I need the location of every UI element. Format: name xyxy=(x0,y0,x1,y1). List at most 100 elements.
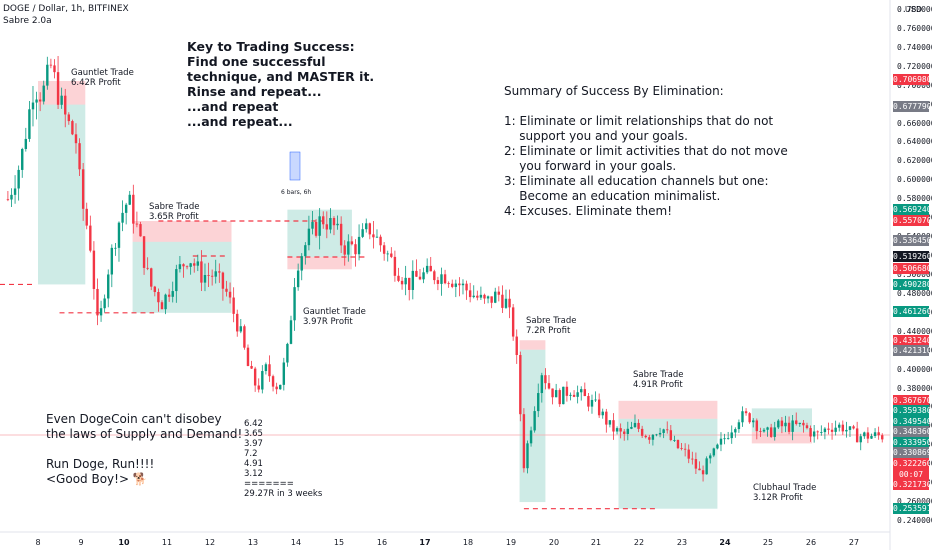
candle-body xyxy=(827,428,830,430)
candle-body xyxy=(515,336,518,356)
candle-body xyxy=(243,326,246,348)
candle-body xyxy=(554,390,558,398)
candle-body xyxy=(648,437,651,440)
candle-body xyxy=(300,256,303,271)
candle-body xyxy=(96,288,99,316)
candle-body xyxy=(318,216,321,236)
candle-body xyxy=(623,431,626,434)
candle-body xyxy=(21,148,24,170)
candle-body xyxy=(580,389,583,393)
candle-body xyxy=(372,234,375,238)
candle-body xyxy=(436,280,440,284)
candle-body xyxy=(282,362,286,385)
candle-body xyxy=(271,376,275,387)
candle-body xyxy=(873,432,877,436)
candle-body xyxy=(508,298,511,308)
candle-body xyxy=(709,455,712,459)
price-badge: 0.32173000 xyxy=(893,479,932,491)
candle-body xyxy=(726,438,730,439)
trade-label: Sabre Trade 4.91R Profit xyxy=(633,370,684,390)
candle-body xyxy=(590,399,594,407)
candle-body xyxy=(207,274,210,276)
candle-body xyxy=(221,272,225,289)
candle-body xyxy=(275,386,278,390)
price-tick-label: 0.78000000 xyxy=(897,5,932,14)
candle-body xyxy=(286,343,289,363)
candle-body xyxy=(644,435,647,438)
candle-body xyxy=(569,394,572,396)
candle-body xyxy=(440,274,443,284)
candle-body xyxy=(146,267,149,269)
candle-body xyxy=(447,283,450,285)
price-tick-label: 0.58000000 xyxy=(897,194,932,204)
candle-body xyxy=(193,263,196,266)
date-tick-label: 25 xyxy=(762,538,774,547)
candle-body xyxy=(504,298,508,308)
candle-body xyxy=(350,241,354,245)
candle-body xyxy=(802,422,805,426)
price-tick-label: 0.74000000 xyxy=(897,42,932,52)
candle-body xyxy=(203,274,207,283)
trade-label: Clubhaul Trade 3.12R Profit xyxy=(753,483,817,503)
currency-label[interactable]: USD xyxy=(905,5,922,14)
candle-body xyxy=(537,393,540,412)
candle-body xyxy=(511,307,515,337)
candle-body xyxy=(637,422,640,429)
price-badge: 0.51926000 xyxy=(893,251,932,263)
candle-body xyxy=(236,313,239,332)
price-badge: 00:07 xyxy=(893,468,929,480)
date-tick-label: 8 xyxy=(35,538,41,547)
candle-body xyxy=(472,295,475,298)
date-tick-label: 16 xyxy=(376,538,388,547)
date-tick-label: 22 xyxy=(633,538,645,547)
candle-body xyxy=(17,169,20,189)
candle-body xyxy=(454,283,458,287)
candle-body xyxy=(809,428,812,437)
price-badge: 0.53645000 xyxy=(893,234,932,246)
candle-body xyxy=(110,247,114,275)
candle-body xyxy=(465,283,468,291)
candle-body xyxy=(411,270,415,290)
candle-body xyxy=(526,443,529,469)
date-tick-label: 15 xyxy=(333,538,345,547)
candle-body xyxy=(443,274,447,284)
candle-body xyxy=(332,218,336,226)
candle-body xyxy=(296,270,300,288)
key-to-success-note: Key to Trading Success: Find one success… xyxy=(187,39,375,129)
target-zone xyxy=(38,104,86,285)
candle-body xyxy=(759,431,762,432)
candle-body xyxy=(135,223,139,225)
candle-body xyxy=(304,245,307,257)
candle-body xyxy=(28,109,31,139)
date-tick-label: 23 xyxy=(676,538,688,547)
candle-body xyxy=(630,426,633,429)
candle-body xyxy=(476,295,479,298)
candle-body xyxy=(787,422,791,432)
price-tick-label: 0.60000000 xyxy=(897,175,932,185)
candle-body xyxy=(200,261,203,283)
candle-body xyxy=(587,396,590,407)
candle-body xyxy=(877,432,880,436)
candle-body xyxy=(42,85,45,102)
price-badge: 0.56924000 xyxy=(893,203,932,215)
candle-body xyxy=(594,399,597,401)
price-tick-label: 0.38000000 xyxy=(897,383,932,393)
candle-body xyxy=(35,99,38,103)
candle-body xyxy=(820,432,823,433)
candle-body xyxy=(823,428,827,433)
candle-body xyxy=(845,429,848,432)
symbol-title: DOGE / Dollar, 1h, BITFINEX xyxy=(3,4,129,14)
candle-body xyxy=(658,432,662,435)
price-badge: 0.49028000 xyxy=(893,278,932,290)
candle-body xyxy=(307,228,311,246)
price-tick-label: 0.24000000 xyxy=(897,516,932,525)
candle-body xyxy=(150,268,153,287)
candle-body xyxy=(752,420,755,423)
date-tick-label: 19 xyxy=(505,538,517,547)
candle-body xyxy=(31,102,35,110)
candle-body xyxy=(89,225,92,251)
candle-body xyxy=(852,426,855,429)
candle-body xyxy=(816,431,819,433)
candle-body xyxy=(429,265,432,272)
